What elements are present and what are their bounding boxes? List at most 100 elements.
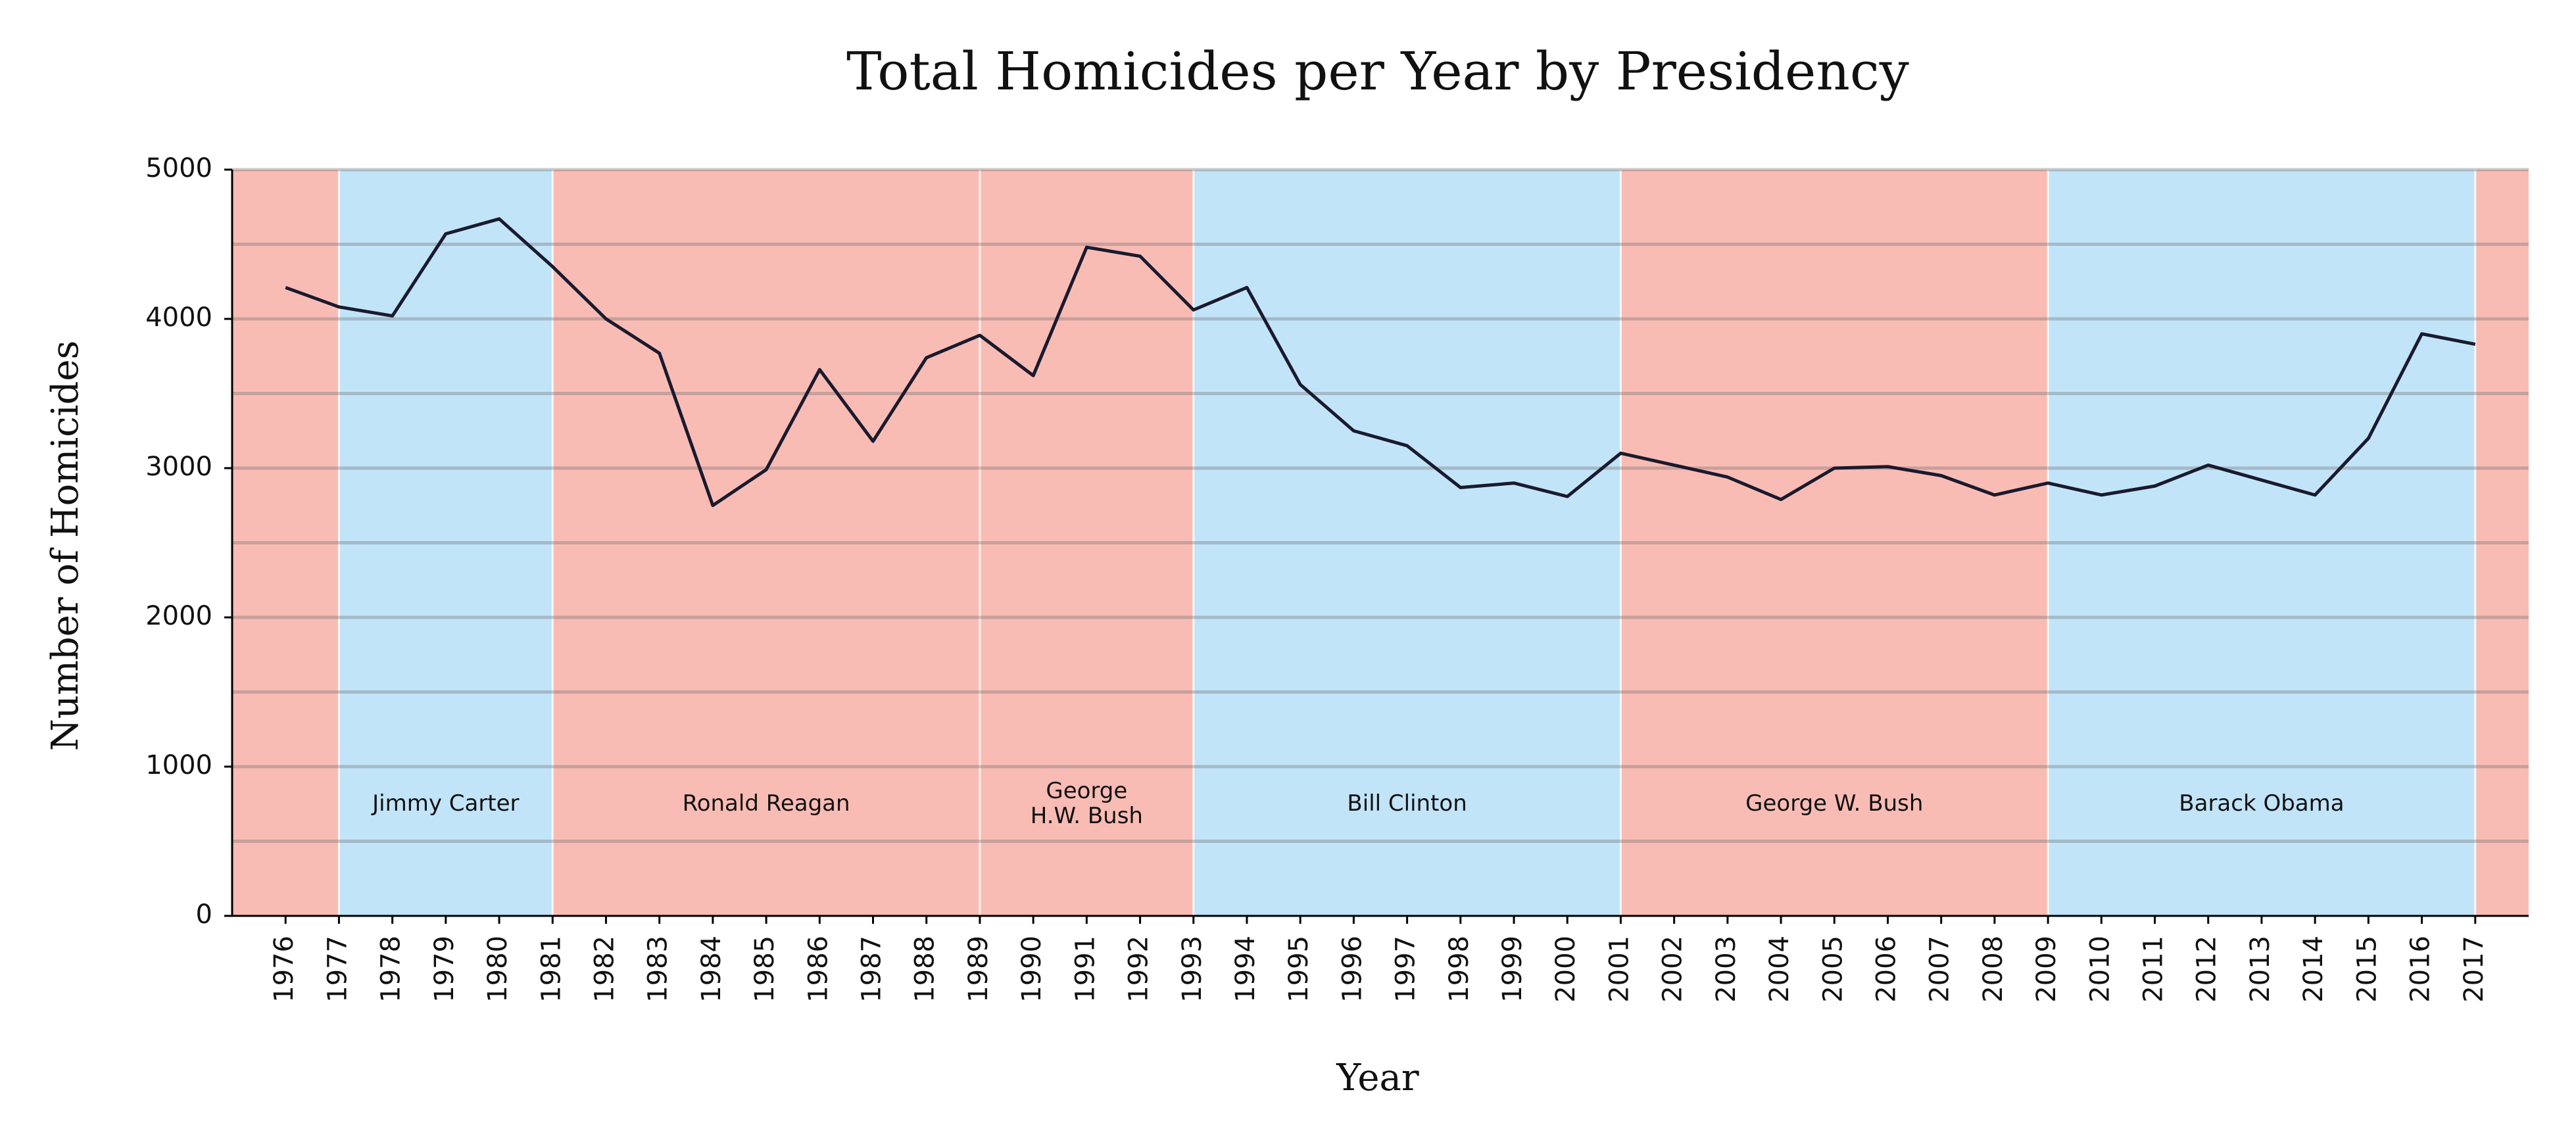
data-point [766, 469, 767, 470]
presidency-label-line: George W. Bush [1745, 790, 1923, 816]
x-tick-label: 1999 [1497, 936, 1528, 1003]
y-axis-ticks: 0 1000 2000 3000 4000 5000 [145, 153, 232, 930]
x-tick-label: 1984 [696, 936, 727, 1003]
data-point [1567, 496, 1568, 497]
x-tick-label: 1996 [1337, 936, 1367, 1003]
presidency-band [979, 170, 1194, 916]
presidency-band [552, 170, 980, 916]
presidency-label-line: Ronald Reagan [683, 790, 850, 816]
x-tick-label: 2012 [2192, 936, 2222, 1003]
x-axis-ticks: 1976 1977 1978 1979 1980 1981 1982 1983 1984 1985… [269, 916, 2489, 1003]
x-tick-label: 1985 [750, 936, 780, 1003]
presidency-label-line: George [1046, 777, 1127, 803]
y-axis-label: Number of Homicides [44, 341, 87, 752]
presidency-label: Jimmy Carter [371, 790, 519, 816]
data-point [2368, 438, 2369, 439]
chart-title: Total Homicides per Year by Presidency [846, 41, 1909, 102]
axes [231, 170, 2529, 917]
x-tick-label: 2013 [2245, 936, 2275, 1003]
data-point [499, 218, 500, 219]
x-tick-label: 2016 [2406, 936, 2436, 1003]
x-tick-label: 1998 [1444, 936, 1474, 1003]
x-tick-label: 1992 [1124, 936, 1154, 1003]
x-tick-label: 1976 [269, 936, 299, 1003]
grid-lines [232, 168, 2529, 843]
y-tick-label: 5000 [145, 153, 212, 183]
presidency-label: Bill Clinton [1347, 790, 1467, 816]
presidency-label-line: Jimmy Carter [371, 790, 519, 816]
data-point [659, 353, 660, 354]
x-tick-label: 2014 [2298, 936, 2329, 1003]
x-tick-label: 1995 [1284, 936, 1314, 1003]
data-point [1834, 468, 1835, 469]
presidency-band [1620, 170, 2049, 916]
data-point [1887, 466, 1888, 467]
presidency-label-line: H.W. Bush [1031, 802, 1143, 828]
x-tick-label: 2003 [1711, 936, 1741, 1003]
x-tick-label: 1994 [1230, 936, 1261, 1003]
x-tick-label: 2010 [2085, 936, 2115, 1003]
data-point [1033, 375, 1034, 376]
x-tick-label: 2001 [1604, 936, 1634, 1003]
presidency-label-line: Barack Obama [2179, 790, 2344, 816]
data-point [2154, 486, 2155, 487]
presidency-band [2048, 170, 2475, 916]
presidency-label: George W. Bush [1745, 790, 1923, 816]
series-line [285, 217, 2476, 508]
x-tick-label: 2007 [1925, 936, 1955, 1003]
data-point [2421, 333, 2422, 334]
data-point [552, 266, 553, 267]
presidency-label-line: Bill Clinton [1347, 790, 1467, 816]
data-point [2261, 480, 2262, 481]
x-tick-label: 1982 [589, 936, 620, 1003]
data-point [285, 287, 286, 288]
x-tick-label: 2009 [2031, 936, 2062, 1003]
presidency-label: George H.W. Bush [1031, 777, 1143, 828]
x-tick-label: 2017 [2459, 936, 2489, 1003]
x-tick-label: 1988 [910, 936, 940, 1003]
x-tick-label: 1977 [322, 936, 352, 1003]
y-tick-label: 4000 [145, 302, 212, 333]
x-tick-label: 2002 [1658, 936, 1688, 1003]
x-tick-label: 2008 [1978, 936, 2008, 1003]
data-point [1460, 487, 1461, 488]
x-tick-label: 1987 [857, 936, 887, 1003]
y-tick-label: 3000 [145, 452, 212, 482]
data-point [1300, 384, 1301, 385]
x-tick-label: 1978 [376, 936, 406, 1003]
x-tick-label: 2015 [2352, 936, 2382, 1003]
x-tick-label: 1983 [643, 936, 673, 1003]
data-point [1781, 499, 1782, 500]
y-tick-label: 0 [196, 899, 212, 930]
x-tick-label: 1989 [963, 936, 994, 1003]
data-point [1086, 247, 1087, 248]
data-point [712, 505, 713, 506]
x-tick-label: 1993 [1177, 936, 1207, 1003]
presidency-band [232, 170, 339, 916]
x-tick-label: 1990 [1017, 936, 1047, 1003]
presidency-band [2475, 170, 2529, 916]
x-tick-label: 2005 [1818, 936, 1848, 1003]
x-tick-label: 1991 [1070, 936, 1100, 1003]
x-tick-label: 1997 [1391, 936, 1421, 1003]
presidency-label: Ronald Reagan [683, 790, 850, 816]
presidency-bands [232, 170, 2529, 916]
data-point [445, 233, 446, 234]
data-point [1620, 453, 1621, 454]
presidency-label: Barack Obama [2179, 790, 2344, 816]
data-point [1246, 287, 1247, 288]
x-tick-label: 2000 [1551, 936, 1581, 1003]
presidency-labels: Jimmy Carter Ronald Reagan George H.W. Bush… [371, 777, 2344, 828]
presidency-band [1193, 170, 1621, 916]
x-tick-label: 2006 [1871, 936, 1901, 1003]
data-point [2101, 494, 2102, 495]
x-tick-label: 1981 [536, 936, 566, 1003]
data-point [1994, 494, 1995, 495]
x-tick-label: 2004 [1764, 936, 1795, 1003]
data-point [2315, 494, 2316, 495]
y-tick-label: 2000 [145, 601, 212, 631]
data-series [285, 217, 2476, 508]
presidency-band [339, 170, 553, 916]
x-tick-label: 1986 [803, 936, 833, 1003]
